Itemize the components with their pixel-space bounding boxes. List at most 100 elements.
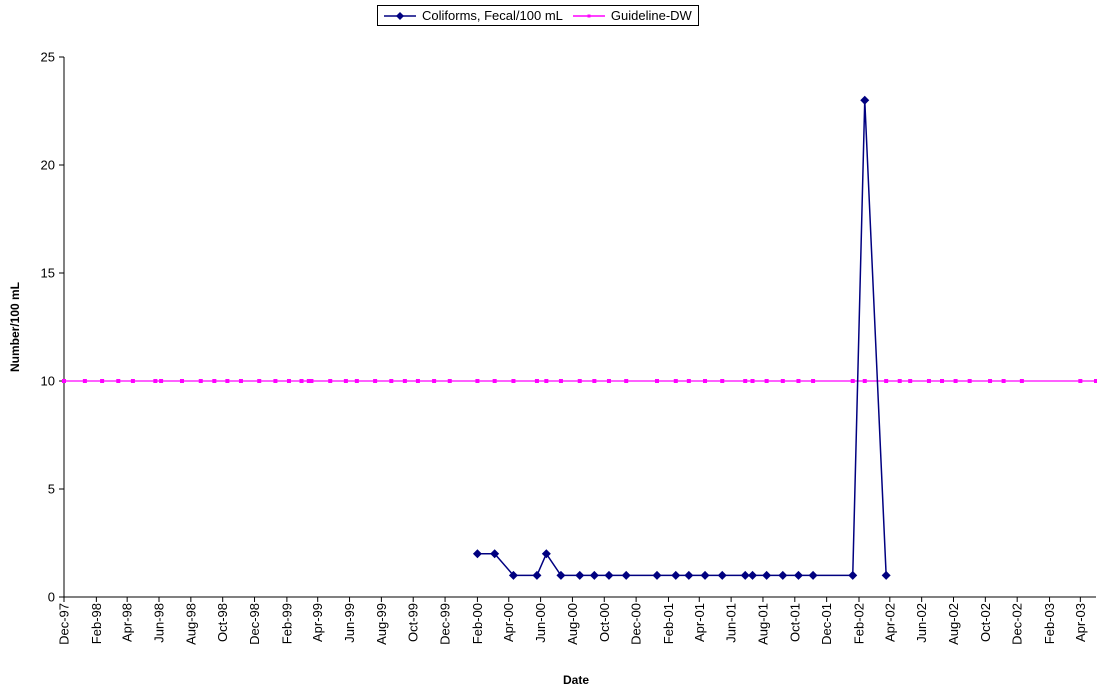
- y-tick-label: 15: [41, 266, 55, 281]
- guideline-point: [153, 379, 158, 383]
- coliforms-point: [575, 570, 585, 580]
- guideline-point: [926, 379, 931, 383]
- guideline-point: [1078, 379, 1083, 383]
- guideline-point: [492, 379, 497, 383]
- coliforms-point: [740, 570, 750, 580]
- guideline-point: [673, 379, 678, 383]
- guideline-point: [1019, 379, 1024, 383]
- guideline-point: [432, 379, 437, 383]
- guideline-point: [1001, 379, 1006, 383]
- guideline-point: [447, 379, 452, 383]
- x-tick-label: Apr-02: [882, 603, 897, 642]
- series-lines-layer: [64, 100, 1096, 577]
- x-tick-label: Oct-01: [787, 603, 802, 642]
- guideline-point: [159, 379, 164, 383]
- series-markers-layer: [62, 95, 1097, 580]
- x-tick-label: Aug-00: [565, 603, 580, 645]
- x-tick-label: Feb-99: [279, 603, 294, 644]
- coliforms-point: [793, 570, 803, 580]
- x-tick-label: Dec-01: [819, 603, 834, 645]
- guideline-point: [624, 379, 629, 383]
- x-tick-label: Dec-99: [438, 603, 453, 645]
- axes-layer: [59, 56, 1096, 602]
- coliforms-point: [604, 570, 614, 580]
- x-tick-label: Feb-02: [852, 603, 867, 644]
- guideline-point: [592, 379, 597, 383]
- x-tick-label: Dec-97: [57, 603, 72, 645]
- x-tick-label: Jun-02: [914, 603, 929, 643]
- y-tick-label: 0: [48, 590, 55, 605]
- guideline-point: [309, 379, 314, 383]
- coliforms-point: [589, 570, 599, 580]
- x-tick-label: Jun-98: [152, 603, 167, 643]
- guideline-point: [606, 379, 611, 383]
- coliforms-point: [808, 570, 818, 580]
- legend-label-guideline: Guideline-DW: [610, 8, 692, 23]
- guideline-point: [780, 379, 785, 383]
- guideline-point: [306, 379, 311, 383]
- y-tick-label: 20: [41, 158, 55, 173]
- guideline-point: [811, 379, 816, 383]
- coliforms-point: [684, 570, 694, 580]
- guideline-point: [720, 379, 725, 383]
- guideline-point: [686, 379, 691, 383]
- tick-labels-layer: 0 5 10 15 20 25 Dec-97 Feb-98 Apr-98 Jun-98 Aug-98…: [41, 50, 1088, 645]
- guideline-point: [130, 379, 135, 383]
- guideline-point: [257, 379, 262, 383]
- guideline-point: [544, 379, 549, 383]
- guideline-point: [558, 379, 563, 383]
- guideline-point: [415, 379, 420, 383]
- x-tick-label: Dec-02: [1010, 603, 1025, 645]
- guideline-point: [343, 379, 348, 383]
- x-tick-label: Oct-02: [978, 603, 993, 642]
- coliforms-point: [508, 570, 518, 580]
- y-tick-label: 5: [48, 482, 55, 497]
- guideline-point: [212, 379, 217, 383]
- x-tick-label: Apr-99: [310, 603, 325, 642]
- guideline-point: [373, 379, 378, 383]
- x-tick-label: Jun-99: [342, 603, 357, 643]
- x-axis-title: Date: [563, 673, 589, 687]
- guideline-point: [62, 379, 66, 383]
- coliforms-point: [490, 549, 500, 559]
- coliforms-point: [472, 549, 482, 559]
- guideline-point: [577, 379, 582, 383]
- guideline-point: [703, 379, 708, 383]
- guideline-point: [82, 379, 87, 383]
- guideline-point: [475, 379, 480, 383]
- guideline-point: [389, 379, 394, 383]
- guideline-point: [897, 379, 902, 383]
- coliforms-point: [748, 570, 758, 580]
- x-tick-label: Apr-01: [692, 603, 707, 642]
- guideline-point: [328, 379, 333, 383]
- legend-label-coliforms: Coliforms, Fecal/100 mL: [422, 8, 563, 23]
- coliforms-point: [860, 95, 870, 105]
- guideline-point: [764, 379, 769, 383]
- x-tick-label: Dec-98: [247, 603, 262, 645]
- guideline-point: [953, 379, 958, 383]
- guideline-point: [286, 379, 291, 383]
- guideline-point: [967, 379, 972, 383]
- x-tick-label: Aug-01: [755, 603, 770, 645]
- guideline-point: [534, 379, 539, 383]
- x-tick-label: Feb-03: [1042, 603, 1057, 644]
- coliforms-point: [762, 570, 772, 580]
- guideline-point: [908, 379, 913, 383]
- coliforms-point: [778, 570, 788, 580]
- x-tick-label: Apr-98: [120, 603, 135, 642]
- guideline-point: [225, 379, 230, 383]
- legend-swatch-coliforms: [384, 11, 416, 20]
- x-tick-label: Aug-02: [946, 603, 961, 645]
- x-tick-label: Dec-00: [629, 603, 644, 645]
- coliforms-point: [848, 570, 858, 580]
- x-tick-label: Jun-01: [724, 603, 739, 643]
- guideline-point: [179, 379, 184, 383]
- guideline-point: [850, 379, 855, 383]
- guideline-point: [862, 379, 867, 383]
- legend-item-guideline: Guideline-DW: [571, 8, 692, 23]
- x-tick-label: Aug-99: [374, 603, 389, 645]
- coliforms-point: [652, 570, 662, 580]
- guideline-point: [1094, 379, 1097, 383]
- coliforms-point: [556, 570, 566, 580]
